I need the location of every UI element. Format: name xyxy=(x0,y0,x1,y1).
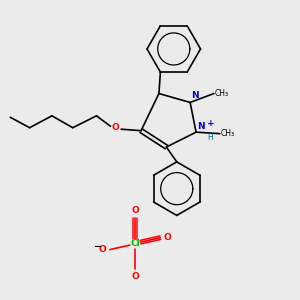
Text: CH₃: CH₃ xyxy=(221,129,235,138)
Text: O: O xyxy=(112,123,120,132)
Text: O: O xyxy=(164,233,172,242)
Text: −: − xyxy=(93,242,100,251)
Text: O: O xyxy=(131,272,139,281)
Text: O: O xyxy=(99,245,106,254)
Text: N: N xyxy=(198,122,205,131)
Text: N: N xyxy=(192,92,199,100)
Text: CH₃: CH₃ xyxy=(215,89,229,98)
Text: H: H xyxy=(207,133,213,142)
Text: O: O xyxy=(131,206,139,215)
Text: Cl: Cl xyxy=(130,239,140,248)
Text: +: + xyxy=(207,119,215,128)
